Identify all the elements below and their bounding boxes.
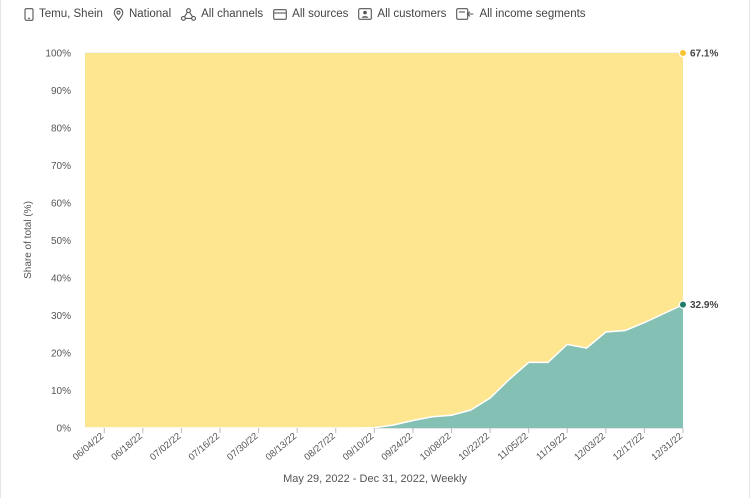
filter-sources-label: All sources <box>292 8 349 20</box>
card-icon <box>273 8 288 20</box>
y-tick-label: 0% <box>57 424 72 435</box>
bottom-series-end-marker <box>678 300 688 309</box>
y-axis-ticks: 0% 10% 20% 30% 40% 50% 60% 70% 80% 90% 100% <box>45 49 71 435</box>
x-tick-label: 06/04/22 <box>71 431 106 463</box>
top-series-end-label: 67.1% <box>690 49 718 60</box>
filter-geography-label: National <box>128 8 172 20</box>
end-markers: 32.9% 67.1% <box>678 48 718 311</box>
y-tick-label: 80% <box>51 124 71 135</box>
area-bottom-series <box>85 304 683 428</box>
filter-customers[interactable]: All customers <box>358 8 446 20</box>
filter-income-label: All income segments <box>479 8 586 20</box>
x-tick-label: 10/22/22 <box>457 431 492 463</box>
customer-icon <box>358 8 373 20</box>
x-tick-label: 08/13/22 <box>264 431 299 463</box>
x-tick-label: 12/17/22 <box>611 431 646 463</box>
share-area-chart: 0% 10% 20% 30% 40% 50% 60% 70% 80% 90% 100% 06/04/… <box>23 48 718 464</box>
x-tick-label: 07/16/22 <box>187 431 222 463</box>
bottom-series-end-label: 32.9% <box>690 300 718 311</box>
x-tick-label: 09/10/22 <box>341 431 376 463</box>
filter-income[interactable]: All income segments <box>456 8 586 20</box>
filter-channels[interactable]: All channels <box>181 7 264 21</box>
x-axis-ticks: 06/04/22 06/18/22 07/02/22 07/16/22 07/30/22… <box>71 428 685 463</box>
filter-bar: Temu, Shein National All channels All so… <box>24 6 596 22</box>
area-top-series <box>85 53 683 428</box>
filter-merchants-label: Temu, Shein <box>39 8 103 20</box>
y-tick-label: 60% <box>51 199 71 210</box>
filter-customers-label: All customers <box>377 8 447 20</box>
y-axis-title: Share of total (%) <box>23 201 34 279</box>
x-tick-label: 12/31/22 <box>650 431 685 463</box>
y-tick-label: 90% <box>51 86 71 97</box>
x-tick-label: 10/08/22 <box>418 431 453 463</box>
y-tick-label: 30% <box>51 311 71 322</box>
x-axis-title: May 29, 2022 - Dec 31, 2022, Weekly <box>283 473 467 485</box>
location-pin-icon <box>113 7 124 21</box>
y-tick-label: 100% <box>45 49 71 60</box>
device-icon <box>24 7 34 21</box>
bottom-series-line <box>85 303 684 429</box>
x-tick-label: 06/18/22 <box>109 431 144 463</box>
filter-sources[interactable]: All sources <box>273 8 348 20</box>
x-tick-label: 08/27/22 <box>302 431 337 463</box>
income-icon <box>456 8 474 20</box>
y-tick-label: 20% <box>51 349 71 360</box>
top-series-end-marker <box>678 48 688 58</box>
x-tick-label: 07/30/22 <box>225 431 260 463</box>
y-tick-label: 40% <box>51 274 71 285</box>
x-tick-label: 09/24/22 <box>379 431 414 463</box>
x-tick-label: 07/02/22 <box>148 431 183 463</box>
filter-merchants[interactable]: Temu, Shein <box>24 7 103 21</box>
filter-channels-label: All channels <box>201 8 264 20</box>
channels-icon <box>181 7 197 21</box>
y-tick-label: 70% <box>51 161 71 172</box>
x-tick-label: 12/03/22 <box>572 431 607 463</box>
y-tick-label: 50% <box>51 236 71 247</box>
y-tick-label: 10% <box>51 386 71 397</box>
x-tick-label: 11/19/22 <box>534 431 569 463</box>
area-series <box>85 53 684 429</box>
filter-geography[interactable]: National <box>113 7 172 21</box>
x-tick-label: 11/05/22 <box>496 431 531 463</box>
